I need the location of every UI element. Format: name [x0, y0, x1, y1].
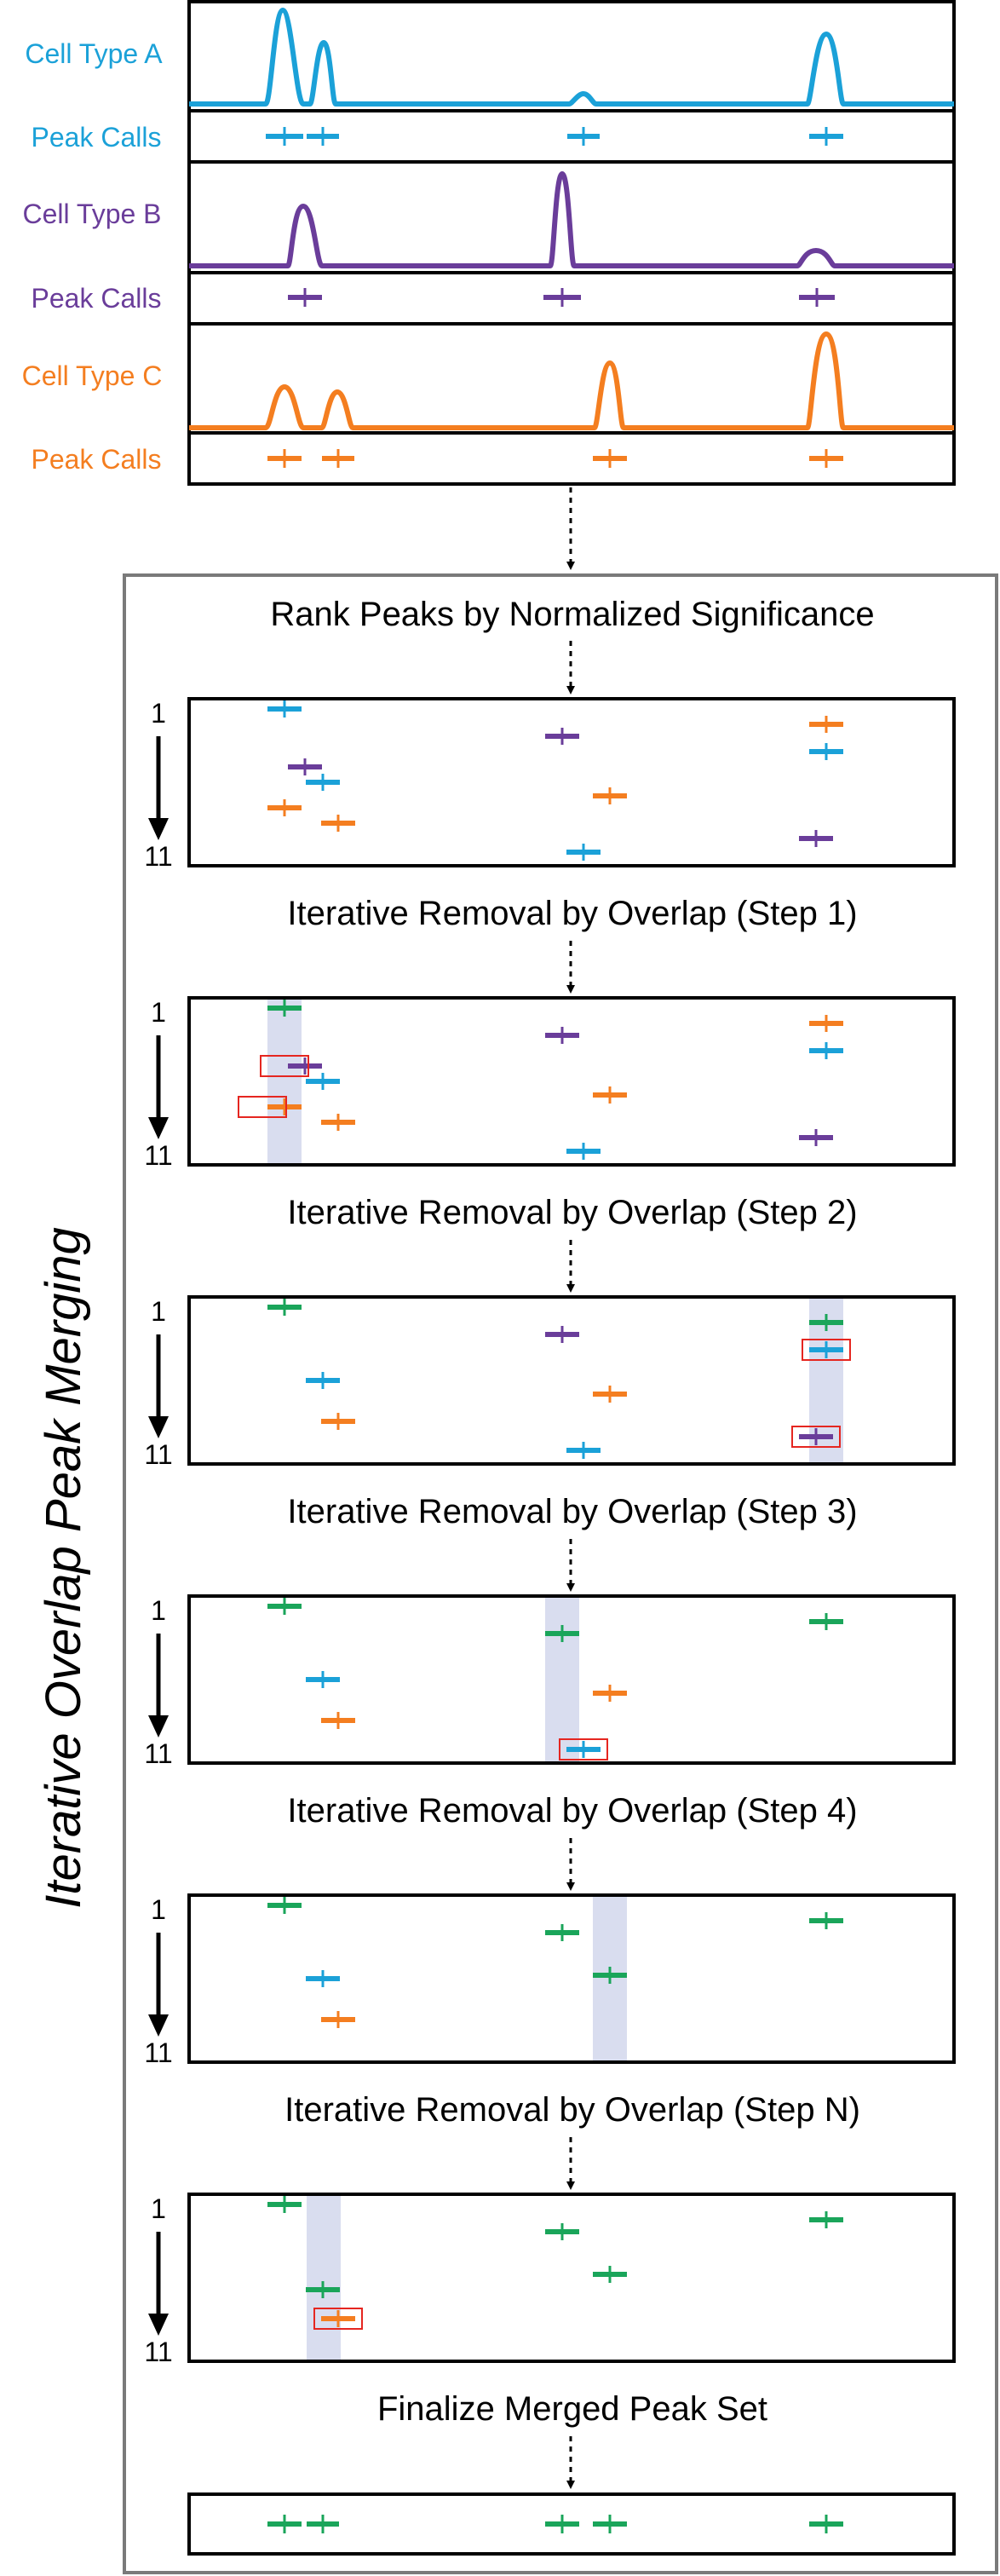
ranked-panel-4: 111: [144, 1594, 956, 1769]
removed-peak-box: [802, 1339, 851, 1361]
cell-type-a-signal: [189, 7, 954, 107]
removed-peak-box: [313, 2308, 363, 2330]
rank-top-label: 1: [151, 2193, 166, 2224]
ranked-panel-3: 111: [144, 1295, 956, 1470]
removed-peak-box: [791, 1426, 841, 1448]
final-merged-panel: [187, 2492, 956, 2556]
cell-type-c-label: Cell Type C: [22, 360, 163, 391]
cell-type-a-label: Cell Type A: [25, 38, 163, 69]
ranked-panel-frame: [187, 2193, 956, 2363]
overlap-highlight-band: [267, 998, 302, 1165]
ranked-panel-frame: [187, 697, 956, 867]
signal-tracks: Cell Type A Peak Calls Cell Type B Peak …: [22, 0, 956, 486]
rank-arrow-head: [148, 2014, 169, 2037]
rank-bottom-label: 11: [144, 2337, 172, 2367]
step-title-rank: Rank Peaks by Normalized Significance: [270, 596, 874, 633]
cell-type-c-peak-calls: [267, 449, 843, 468]
step-title-1: Iterative Removal by Overlap (Step 1): [287, 895, 857, 932]
rank-arrow-head: [148, 1416, 169, 1438]
iterative-merging-frame: [123, 573, 998, 2574]
rank-top-label: 1: [151, 1296, 166, 1327]
cell-type-c-peak-label: Peak Calls: [32, 444, 162, 475]
ranked-panel-frame: [187, 1893, 956, 2064]
cell-type-b-peak-calls: [288, 288, 835, 307]
step-title-3: Iterative Removal by Overlap (Step 3): [287, 1493, 857, 1530]
cell-type-b-label: Cell Type B: [22, 199, 161, 229]
overlap-highlight-band: [545, 1596, 579, 1763]
ranked-panel-frame: [187, 1295, 956, 1466]
cell-type-a-peak-calls: [266, 127, 843, 146]
rank-bottom-label: 11: [144, 1439, 172, 1470]
step-title-finalize: Finalize Merged Peak Set: [377, 2390, 767, 2428]
ranked-panel-frame: [187, 1594, 956, 1765]
cell-type-a-peak-label: Peak Calls: [32, 122, 162, 153]
cell-type-b-peak-label: Peak Calls: [32, 283, 162, 314]
removed-peak-box: [559, 1738, 608, 1761]
rank-bottom-label: 11: [144, 841, 172, 872]
rank-arrow-head: [148, 1715, 169, 1738]
rank-bottom-label: 11: [144, 1140, 172, 1171]
ranked-panel-5: 111: [144, 1893, 956, 2068]
cell-type-c-signal: [189, 331, 954, 430]
overlap-highlight-band: [307, 2194, 341, 2361]
ranked-panel-1: 111: [144, 697, 956, 872]
ranked-panel-frame: [187, 996, 956, 1167]
final-merged-peaks: [267, 2515, 843, 2533]
removed-peak-box: [238, 1096, 287, 1118]
rank-bottom-label: 11: [144, 1738, 172, 1769]
rank-top-label: 1: [151, 698, 166, 729]
removed-peak-box: [260, 1055, 309, 1077]
ranked-panel-6: 111: [144, 2193, 956, 2367]
cell-type-b-signal: [189, 170, 954, 268]
step-title-4: Iterative Removal by Overlap (Step 4): [287, 1792, 857, 1830]
step-title-n: Iterative Removal by Overlap (Step N): [284, 2091, 860, 2129]
rank-arrow-head: [148, 1117, 169, 1139]
rank-arrow-head: [148, 2314, 169, 2336]
rank-top-label: 1: [151, 997, 166, 1028]
rank-arrow-head: [148, 818, 169, 840]
rank-bottom-label: 11: [144, 2037, 172, 2068]
step-title-2: Iterative Removal by Overlap (Step 2): [287, 1194, 857, 1231]
signal-tracks-frame: [187, 0, 956, 486]
side-title: Iterative Overlap Peak Merging: [36, 1227, 91, 1908]
rank-top-label: 1: [151, 1894, 166, 1925]
ranked-panel-2: 111: [144, 996, 956, 1171]
rank-top-label: 1: [151, 1595, 166, 1626]
